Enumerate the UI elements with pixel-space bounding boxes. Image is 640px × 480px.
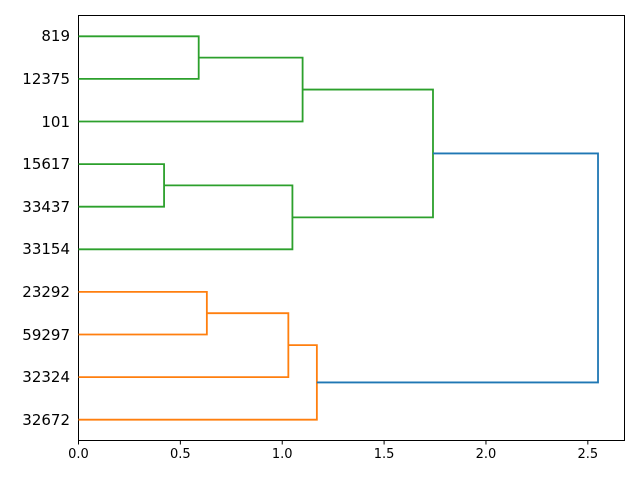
x-tick-label: 2.0 bbox=[475, 447, 497, 462]
dendrogram-link bbox=[78, 184, 294, 251]
y-tick-label: 32672 bbox=[22, 410, 70, 429]
y-tick-label: 101 bbox=[41, 112, 70, 131]
x-axis-tick-marks bbox=[78, 441, 589, 445]
x-tick-label: 2.5 bbox=[577, 447, 599, 462]
dendrogram-link bbox=[78, 312, 290, 379]
y-tick-label: 59297 bbox=[22, 325, 70, 344]
x-tick-label: 0.0 bbox=[68, 447, 89, 462]
dendrogram-link bbox=[78, 290, 208, 336]
dendrogram-link bbox=[78, 344, 318, 421]
dendrogram-link bbox=[292, 88, 434, 219]
x-tick-label: 0.5 bbox=[170, 447, 191, 462]
dendrogram-link bbox=[316, 152, 599, 384]
y-tick-label: 32324 bbox=[22, 368, 70, 387]
x-tick-label: 1.0 bbox=[271, 447, 293, 462]
y-tick-label: 23292 bbox=[22, 282, 70, 301]
y-tick-label: 819 bbox=[41, 27, 70, 46]
y-tick-label: 33437 bbox=[22, 197, 70, 216]
dendrogram-link bbox=[78, 56, 304, 123]
dendrogram-link bbox=[78, 35, 200, 80]
y-tick-label: 33154 bbox=[22, 240, 70, 259]
y-tick-label: 15617 bbox=[22, 155, 70, 174]
axes-frame bbox=[78, 15, 625, 441]
dendrogram-links bbox=[78, 35, 599, 421]
dendrogram-link bbox=[78, 163, 165, 208]
y-tick-label: 12375 bbox=[22, 69, 70, 88]
x-tick-label: 1.5 bbox=[373, 447, 395, 462]
